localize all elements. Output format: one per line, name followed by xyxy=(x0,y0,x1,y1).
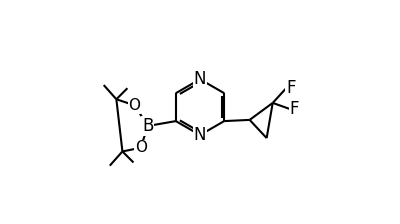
Text: F: F xyxy=(286,79,296,97)
Text: O: O xyxy=(135,140,147,155)
Text: N: N xyxy=(194,126,206,144)
Text: B: B xyxy=(142,117,154,135)
Text: F: F xyxy=(290,100,299,118)
Text: N: N xyxy=(194,70,206,88)
Text: O: O xyxy=(128,98,140,113)
